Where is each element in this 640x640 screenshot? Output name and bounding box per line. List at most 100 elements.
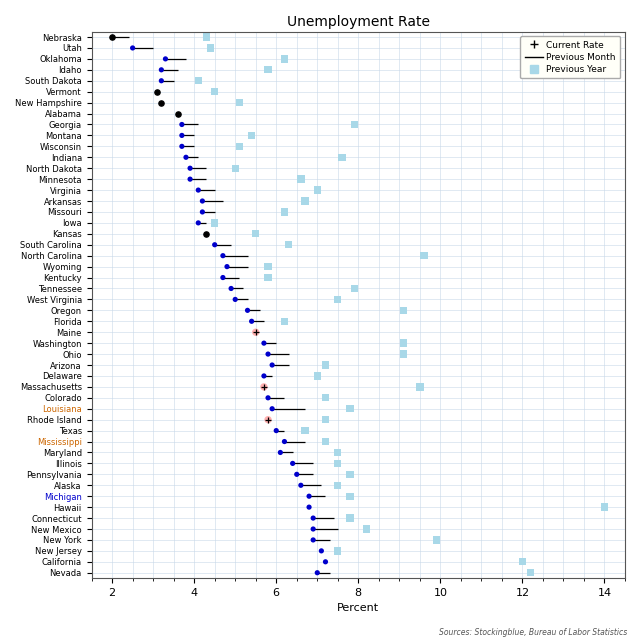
Point <box>197 207 207 217</box>
Point <box>321 393 331 403</box>
Point <box>230 163 241 173</box>
Point <box>398 338 408 348</box>
Point <box>398 349 408 359</box>
Point <box>161 54 171 64</box>
Point <box>218 251 228 261</box>
Legend: Current Rate, Previous Month, Previous Year: Current Rate, Previous Month, Previous Y… <box>520 36 621 79</box>
Point <box>263 273 273 283</box>
Point <box>308 535 318 545</box>
Point <box>525 568 536 578</box>
Point <box>415 381 425 392</box>
Point <box>259 381 269 392</box>
Point <box>246 316 257 326</box>
Point <box>185 174 195 184</box>
Point <box>259 381 269 392</box>
X-axis label: Percent: Percent <box>337 604 380 614</box>
Point <box>296 480 306 490</box>
Point <box>333 447 343 458</box>
Point <box>362 524 372 534</box>
Point <box>156 65 166 75</box>
Point <box>263 415 273 425</box>
Point <box>185 163 195 173</box>
Point <box>202 228 212 239</box>
Point <box>234 141 244 152</box>
Point <box>349 120 359 130</box>
Point <box>333 546 343 556</box>
Point <box>296 174 306 184</box>
Point <box>193 76 204 86</box>
Point <box>333 480 343 490</box>
Point <box>321 557 331 567</box>
Point <box>193 218 204 228</box>
Point <box>156 97 166 108</box>
Point <box>243 305 253 316</box>
Point <box>263 393 273 403</box>
Point <box>263 349 273 359</box>
Point <box>300 196 310 206</box>
Point <box>226 284 236 294</box>
Point <box>398 305 408 316</box>
Point <box>345 469 355 479</box>
Point <box>251 327 261 337</box>
Point <box>127 43 138 53</box>
Point <box>205 43 216 53</box>
Point <box>321 360 331 370</box>
Point <box>345 513 355 523</box>
Point <box>287 458 298 468</box>
Point <box>156 76 166 86</box>
Point <box>312 185 323 195</box>
Point <box>230 294 241 305</box>
Point <box>300 426 310 436</box>
Point <box>304 491 314 501</box>
Point <box>263 65 273 75</box>
Point <box>181 152 191 163</box>
Point <box>431 535 442 545</box>
Point <box>222 262 232 272</box>
Point <box>279 316 289 326</box>
Point <box>209 239 220 250</box>
Point <box>308 524 318 534</box>
Point <box>337 152 347 163</box>
Point <box>316 546 326 556</box>
Point <box>259 338 269 348</box>
Point <box>202 32 212 42</box>
Point <box>312 568 323 578</box>
Point <box>209 218 220 228</box>
Point <box>234 97 244 108</box>
Point <box>419 251 429 261</box>
Point <box>107 32 117 42</box>
Point <box>271 426 282 436</box>
Point <box>177 141 187 152</box>
Point <box>275 447 285 458</box>
Title: Unemployment Rate: Unemployment Rate <box>287 15 430 29</box>
Point <box>321 436 331 447</box>
Point <box>263 262 273 272</box>
Point <box>193 185 204 195</box>
Point <box>304 502 314 512</box>
Point <box>349 284 359 294</box>
Point <box>321 415 331 425</box>
Point <box>267 360 277 370</box>
Text: Sources: Stockingblue, Bureau of Labor Statistics: Sources: Stockingblue, Bureau of Labor S… <box>439 628 627 637</box>
Point <box>177 131 187 141</box>
Point <box>251 327 261 337</box>
Point <box>333 458 343 468</box>
Point <box>173 108 183 118</box>
Point <box>259 371 269 381</box>
Point <box>284 239 294 250</box>
Point <box>152 86 163 97</box>
Point <box>279 54 289 64</box>
Point <box>177 120 187 130</box>
Point <box>345 404 355 414</box>
Point <box>209 86 220 97</box>
Point <box>279 436 289 447</box>
Point <box>279 207 289 217</box>
Point <box>600 502 610 512</box>
Point <box>308 513 318 523</box>
Point <box>333 294 343 305</box>
Point <box>312 371 323 381</box>
Point <box>263 415 273 425</box>
Point <box>345 491 355 501</box>
Point <box>517 557 527 567</box>
Point <box>292 469 302 479</box>
